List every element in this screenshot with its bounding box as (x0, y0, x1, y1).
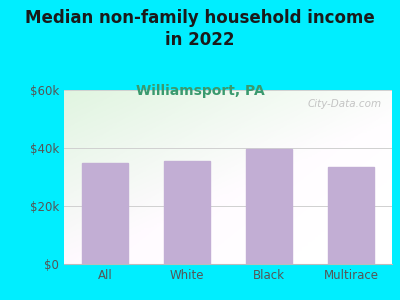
Bar (328, 167, 374, 264)
Text: Williamsport, PA: Williamsport, PA (136, 84, 264, 98)
Bar (82, 163, 128, 264)
Bar (164, 161, 210, 264)
Text: Median non-family household income
in 2022: Median non-family household income in 20… (25, 9, 375, 49)
Bar (246, 149, 292, 264)
Text: City-Data.com: City-Data.com (308, 99, 382, 109)
